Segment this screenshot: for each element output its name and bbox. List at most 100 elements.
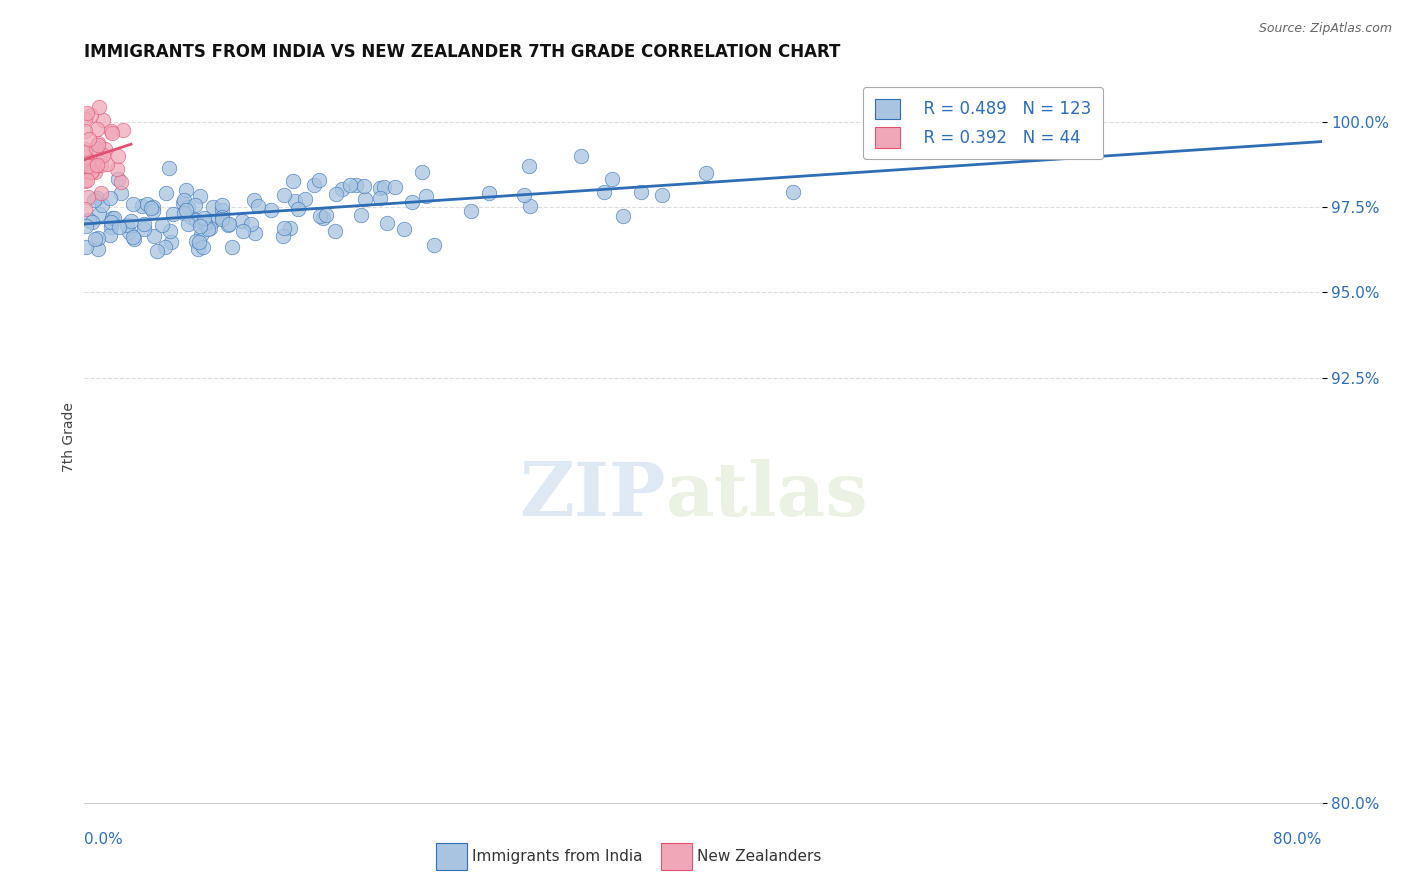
Point <box>75 163 97 178</box>
Point <box>308 172 330 186</box>
Point <box>120 214 142 228</box>
Point <box>278 221 301 235</box>
Point <box>202 214 225 228</box>
Point <box>87 242 110 256</box>
Point <box>519 160 541 174</box>
Point <box>100 211 122 225</box>
Point <box>354 192 377 206</box>
Point <box>98 191 121 205</box>
Point <box>91 198 114 212</box>
Point <box>118 225 141 239</box>
Point <box>183 197 205 211</box>
Point <box>339 178 361 193</box>
Point <box>76 159 98 173</box>
Point <box>103 211 125 226</box>
Point <box>651 188 673 202</box>
Point <box>187 235 209 250</box>
Point <box>139 201 162 215</box>
Point <box>86 231 108 245</box>
Point <box>131 199 153 213</box>
Legend:   R = 0.489   N = 123,   R = 0.392   N = 44: R = 0.489 N = 123, R = 0.392 N = 44 <box>863 87 1102 160</box>
Point <box>134 221 156 235</box>
Point <box>281 174 304 188</box>
Point <box>194 215 217 229</box>
Point <box>134 217 156 231</box>
Point <box>87 207 110 221</box>
Point <box>373 180 395 194</box>
Point <box>231 214 253 228</box>
Point <box>569 149 592 163</box>
Point <box>75 112 97 126</box>
Point <box>350 208 373 222</box>
Point <box>368 180 391 194</box>
Point <box>159 224 181 238</box>
Point <box>142 204 165 219</box>
Point <box>143 229 166 244</box>
Point <box>513 188 536 202</box>
Point <box>592 185 614 199</box>
Point <box>211 211 233 226</box>
Point <box>172 195 194 210</box>
Point <box>75 219 97 233</box>
Point <box>273 187 295 202</box>
Point <box>75 145 97 159</box>
Text: 0.0%: 0.0% <box>84 832 124 847</box>
Point <box>153 240 176 254</box>
Point <box>411 164 433 178</box>
Point <box>86 191 108 205</box>
Point <box>110 186 132 200</box>
Point <box>187 242 209 256</box>
Point <box>80 107 103 121</box>
Point <box>247 199 270 213</box>
Point <box>217 218 239 232</box>
Point <box>90 158 112 172</box>
Point <box>83 165 105 179</box>
Point <box>218 217 240 231</box>
Point <box>177 217 200 231</box>
Text: New Zealanders: New Zealanders <box>697 849 821 863</box>
Point <box>243 226 266 240</box>
Point <box>630 185 652 199</box>
Text: Immigrants from India: Immigrants from India <box>472 849 643 863</box>
Point <box>186 234 208 248</box>
Point <box>146 244 169 258</box>
Point <box>519 199 541 213</box>
Point <box>80 165 103 179</box>
Point <box>312 211 335 226</box>
Point <box>240 218 263 232</box>
Point <box>100 220 122 235</box>
Point <box>75 240 97 254</box>
Point <box>76 105 98 120</box>
Point <box>353 179 375 194</box>
Point <box>152 218 174 232</box>
Point <box>79 161 101 175</box>
Point <box>96 156 118 170</box>
Point <box>294 193 316 207</box>
Point <box>75 123 97 137</box>
Point <box>76 154 98 169</box>
Point <box>84 145 107 159</box>
Point <box>84 232 107 246</box>
Point <box>193 211 215 225</box>
Point <box>142 200 165 214</box>
Point <box>176 200 198 214</box>
Point <box>107 149 129 163</box>
Point <box>211 197 233 211</box>
Point <box>287 202 309 216</box>
Point <box>384 180 406 194</box>
Point <box>77 160 100 174</box>
Point <box>76 162 98 177</box>
Point <box>198 220 221 235</box>
Point <box>122 229 145 244</box>
Point <box>174 202 197 217</box>
Point <box>100 124 122 138</box>
Point <box>89 100 111 114</box>
Point <box>77 190 100 204</box>
Point <box>190 227 212 242</box>
Point <box>94 142 117 156</box>
Point <box>330 182 353 196</box>
Point <box>309 209 332 223</box>
Point <box>188 219 211 233</box>
Point <box>80 215 103 229</box>
Point <box>612 209 634 223</box>
